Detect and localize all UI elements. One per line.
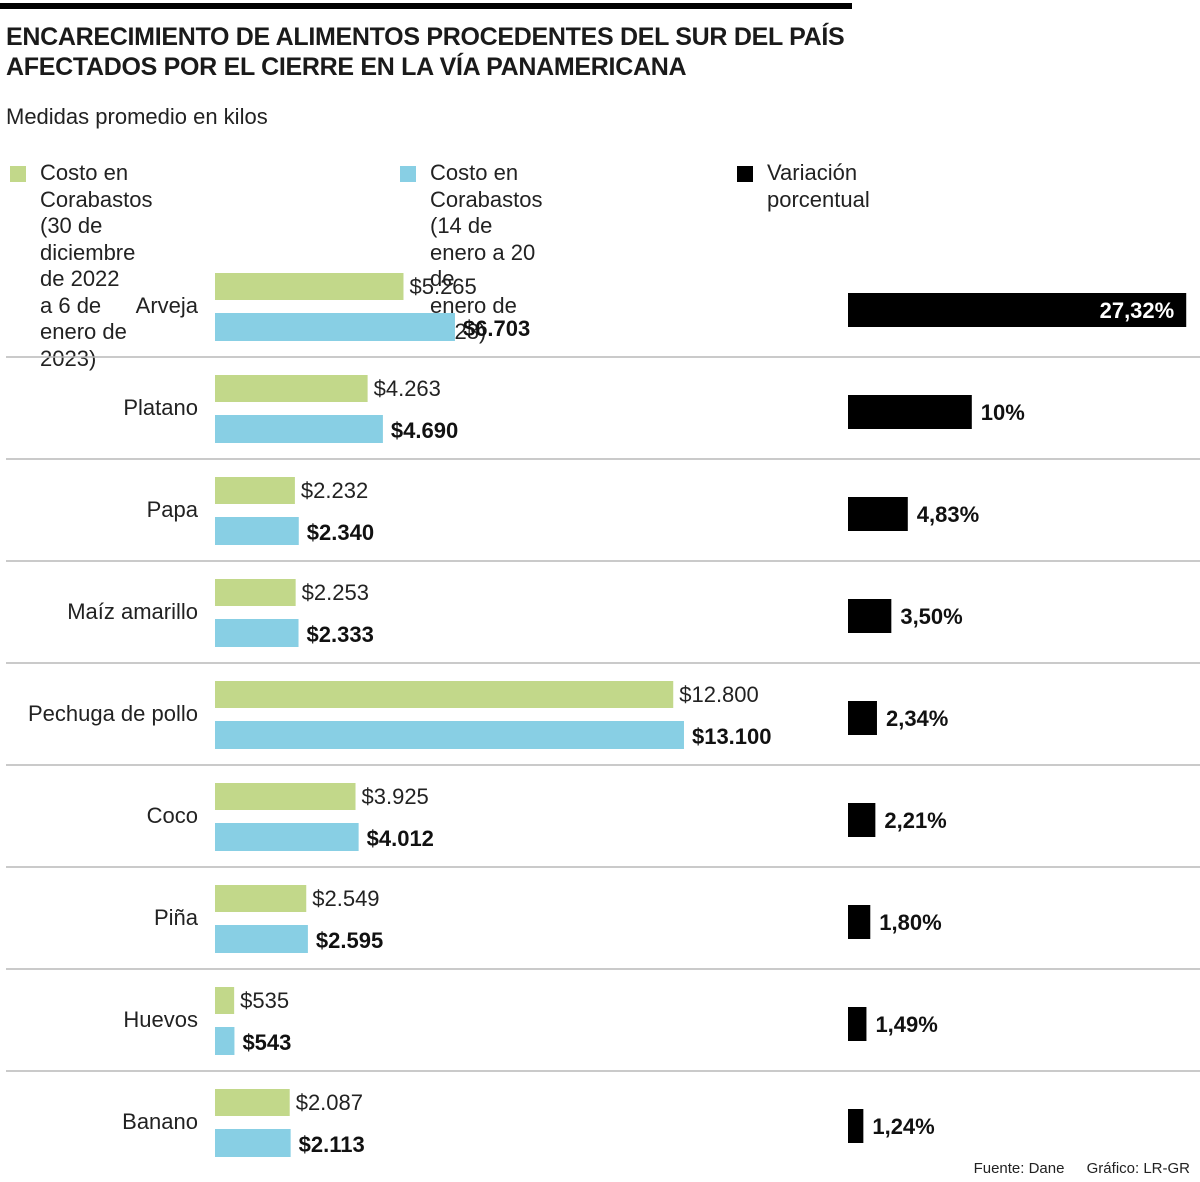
value-label-first-period: $2.087 [296, 1090, 363, 1115]
value-label-second-period: $13.100 [692, 724, 772, 749]
footer: Fuente: Dane Gráfico: LR-GR [956, 1160, 1190, 1177]
value-label-variation: 3,50% [900, 604, 962, 629]
bar-variation [848, 803, 876, 837]
bar-second-period [215, 925, 308, 953]
bar-second-period [215, 1129, 291, 1157]
category-label: Papa [147, 497, 199, 522]
legend-label-first-period: Costo en Corabastos (30 de diciembre de … [40, 160, 153, 371]
value-label-second-period: $4.690 [391, 418, 458, 443]
legend-swatch-green [10, 166, 26, 182]
bar-variation [848, 1109, 864, 1143]
value-label-first-period: $2.549 [312, 886, 379, 911]
legend-label-variation: Variación porcentual [767, 160, 870, 212]
bar-variation [848, 395, 972, 429]
value-label-variation: 4,83% [917, 502, 979, 527]
bar-variation [848, 497, 908, 531]
value-label-variation: 1,49% [875, 1012, 937, 1037]
legend-swatch-black [737, 166, 753, 182]
value-label-second-period: $6.703 [463, 316, 530, 341]
value-label-first-period: $3.925 [362, 784, 429, 809]
category-label: Banano [122, 1109, 198, 1134]
bar-first-period [215, 375, 368, 402]
category-label: Platano [123, 395, 198, 420]
category-label: Pechuga de pollo [28, 701, 198, 726]
bar-second-period [215, 415, 383, 443]
bar-second-period [215, 517, 299, 545]
bar-variation [848, 701, 877, 735]
bar-second-period [215, 313, 455, 341]
bar-second-period [215, 619, 299, 647]
value-label-first-period: $2.253 [302, 580, 369, 605]
bar-first-period [215, 885, 307, 912]
bar-first-period [215, 273, 404, 300]
bar-variation [848, 905, 871, 939]
value-label-variation: 2,34% [886, 706, 948, 731]
bar-variation [848, 1007, 867, 1041]
value-label-first-period: $4.263 [374, 376, 441, 401]
bar-second-period [215, 721, 684, 749]
value-label-second-period: $543 [242, 1030, 291, 1055]
top-rule [0, 3, 852, 9]
chart-title: ENCARECIMIENTO DE ALIMENTOS PROCEDENTES … [6, 22, 906, 82]
credit-note: Gráfico: LR-GR [1086, 1160, 1190, 1177]
bar-variation [848, 293, 1187, 327]
bar-first-period [215, 783, 356, 810]
chart-subtitle: Medidas promedio en kilos [6, 104, 268, 129]
category-label: Arveja [136, 293, 199, 318]
category-label: Huevos [123, 1007, 198, 1032]
bar-first-period [215, 681, 674, 708]
value-label-second-period: $4.012 [367, 826, 434, 851]
value-label-first-period: $12.800 [679, 682, 759, 707]
bar-second-period [215, 823, 359, 851]
bar-variation [848, 599, 892, 633]
value-label-variation: 1,80% [879, 910, 941, 935]
value-label-second-period: $2.595 [316, 928, 383, 953]
value-label-variation: 1,24% [872, 1114, 934, 1139]
value-label-second-period: $2.340 [307, 520, 374, 545]
value-label-second-period: $2.113 [299, 1132, 365, 1157]
value-label-second-period: $2.333 [307, 622, 374, 647]
category-label: Maíz amarillo [67, 599, 198, 624]
category-label: Piña [154, 905, 199, 930]
source-note: Fuente: Dane [973, 1160, 1065, 1177]
bar-second-period [215, 1027, 235, 1055]
title-line-2: AFECTADOS POR EL CIERRE EN LA VÍA PANAME… [6, 53, 687, 81]
value-label-first-period: $535 [240, 988, 289, 1013]
bar-first-period [215, 987, 235, 1014]
category-label: Coco [147, 803, 198, 828]
legend-swatch-blue [400, 166, 416, 182]
bar-first-period [215, 477, 295, 504]
value-label-first-period: $5.265 [409, 274, 476, 299]
value-label-variation: 27,32% [1100, 298, 1175, 323]
title-line-1: ENCARECIMIENTO DE ALIMENTOS PROCEDENTES … [6, 23, 845, 51]
value-label-variation: 10% [981, 400, 1025, 425]
bar-first-period [215, 1089, 290, 1116]
value-label-variation: 2,21% [884, 808, 946, 833]
bar-first-period [215, 579, 296, 606]
value-label-first-period: $2.232 [301, 478, 368, 503]
